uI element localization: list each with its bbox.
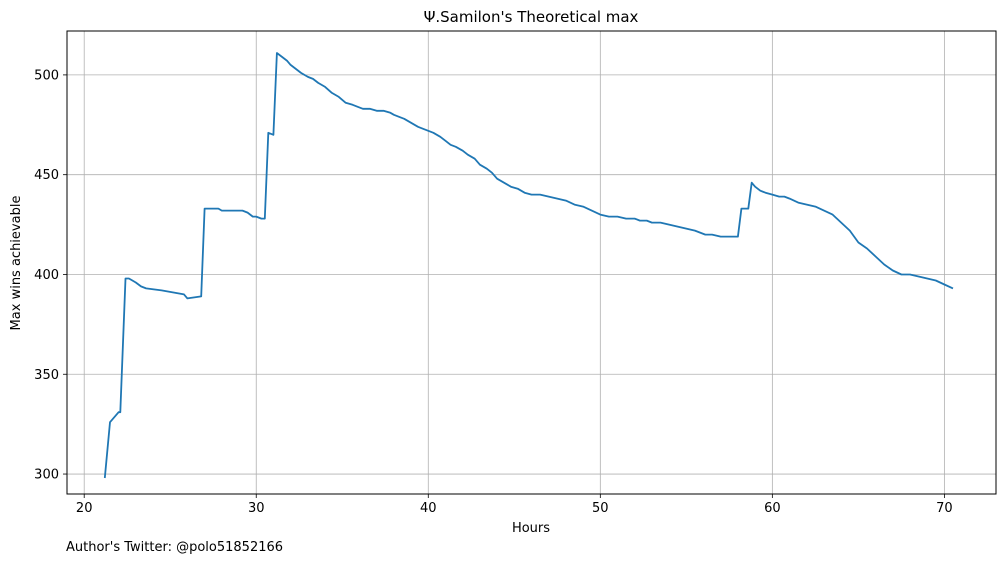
y-tick-label: 300 — [34, 468, 59, 483]
x-axis-label: Hours — [512, 521, 550, 536]
author-credit: Author's Twitter: @polo51852166 — [66, 540, 283, 555]
ticks: 20 30 40 50 60 70 300 350 400 450 500 — [34, 68, 952, 516]
x-tick-label: 30 — [248, 501, 265, 516]
y-tick-label: 450 — [34, 168, 59, 183]
x-tick-label: 40 — [420, 501, 437, 516]
x-tick-label: 60 — [764, 501, 781, 516]
x-tick-label: 70 — [936, 501, 953, 516]
y-axis-label: Max wins achievable — [9, 196, 24, 331]
chart-title: Ψ.Samilon's Theoretical max — [424, 8, 639, 26]
series-layer — [103, 52, 954, 479]
x-tick-label: 20 — [76, 501, 93, 516]
grid — [67, 31, 996, 494]
y-tick-label: 400 — [34, 268, 59, 283]
y-tick-label: 500 — [34, 68, 59, 83]
x-tick-label: 50 — [592, 501, 609, 516]
y-tick-label: 350 — [34, 368, 59, 383]
plot-frame — [66, 30, 997, 495]
series-line — [103, 52, 954, 479]
